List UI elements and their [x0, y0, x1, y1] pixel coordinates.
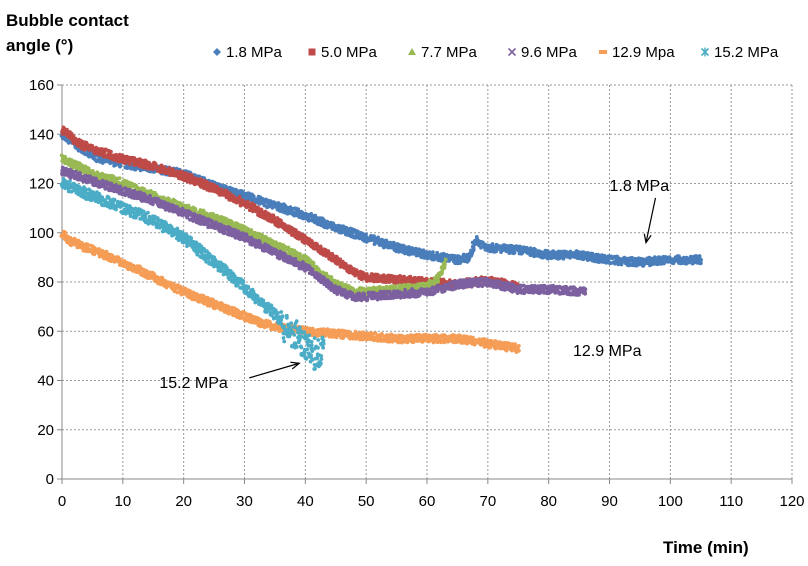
y-tick-label: 160 [29, 77, 54, 94]
data-point [76, 148, 81, 153]
data-point [442, 262, 447, 267]
data-point [237, 194, 242, 199]
data-point [283, 205, 288, 210]
data-point [311, 261, 316, 265]
x-tick-label: 70 [479, 493, 496, 510]
y-axis-title: Bubble contact angle (°) [6, 8, 206, 58]
x-tick-label: 80 [540, 493, 557, 510]
data-point [490, 242, 495, 246]
data-point [126, 165, 130, 170]
x-axis-title: Time (min) [663, 538, 749, 557]
x-tick-label: 10 [114, 493, 131, 510]
data-point [143, 193, 147, 198]
y-tick-label: 80 [37, 274, 54, 291]
x-tick-label: 0 [58, 493, 66, 510]
data-point [118, 163, 123, 168]
data-point [698, 261, 702, 266]
data-point [518, 246, 523, 251]
x-tick-label: 50 [358, 493, 375, 510]
y-tick-label: 120 [29, 176, 54, 193]
data-point [109, 149, 113, 154]
data-point [116, 176, 121, 181]
y-tick-label: 60 [37, 323, 54, 340]
x-tick-label: 30 [236, 493, 253, 510]
data-point [440, 271, 444, 276]
y-tick-label: 100 [29, 225, 54, 242]
y-axis-title-line2: angle (°) [6, 36, 74, 55]
y-tick-label: 140 [29, 126, 54, 143]
x-tick-label: 20 [175, 493, 192, 510]
y-tick-label: 40 [37, 373, 54, 390]
data-point [699, 258, 703, 262]
series-layer [59, 125, 703, 371]
x-tick-label: 40 [297, 493, 314, 510]
x-tick-label: 100 [658, 493, 683, 510]
x-tick-label: 90 [601, 493, 618, 510]
y-tick-label: 0 [46, 471, 54, 488]
data-point [360, 236, 365, 241]
data-point [321, 217, 326, 222]
data-point [298, 252, 302, 256]
x-tick-label: 60 [419, 493, 436, 510]
data-point [251, 193, 255, 198]
data-point [436, 278, 440, 283]
y-tick-label: 20 [37, 422, 54, 439]
data-point [512, 251, 517, 255]
x-tick-label: 110 [719, 493, 743, 510]
data-point [443, 257, 448, 262]
axes: 0 20 40 60 80 100 120 140 160 0 10 20 30 40 50 60 70 80 90… [29, 77, 805, 510]
data-point [431, 250, 435, 255]
data-point [127, 162, 132, 167]
y-axis-title-line1: Bubble contact [6, 11, 129, 30]
x-tick-label: 120 [779, 493, 804, 510]
data-point [193, 207, 198, 211]
